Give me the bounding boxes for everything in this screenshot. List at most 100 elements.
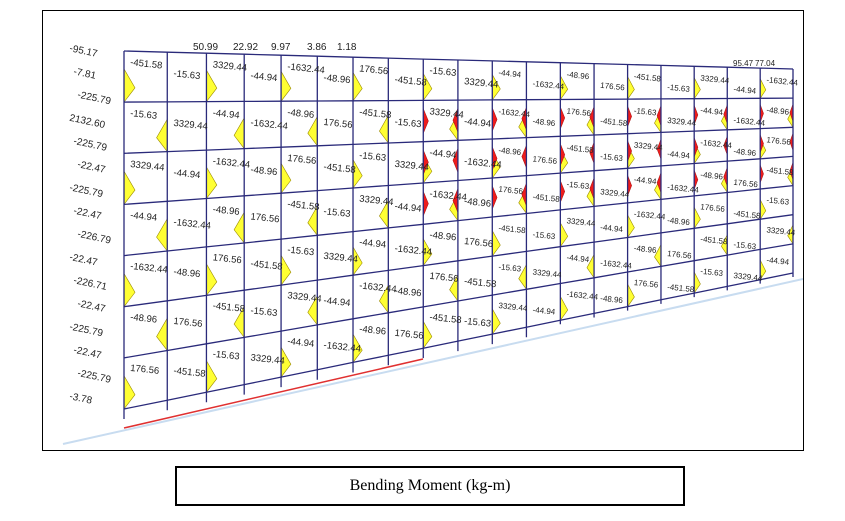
left-column-moment-label: -95.17 — [68, 43, 98, 60]
positive-moment-diagram — [759, 199, 767, 221]
left-column-moment-label: -22.47 — [76, 298, 106, 315]
beam-moment-label: 3329.44 — [566, 216, 596, 228]
beam-moment-label: 3329.44 — [323, 251, 358, 266]
positive-moment-diagram — [156, 317, 168, 352]
beam-moment-label: 3329.44 — [498, 301, 528, 313]
beam-moment-label: -48.96 — [532, 117, 556, 128]
beam-moment-label: -44.94 — [323, 295, 351, 309]
beam-moment-label: 176.56 — [700, 202, 726, 214]
positive-moment-diagram — [422, 320, 433, 350]
beam-moment-label: -15.63 — [394, 117, 422, 131]
beam-moment-label: -451.58 — [700, 235, 728, 247]
beam-moment-label: 176.56 — [667, 249, 693, 261]
beam-moment-label: -451.58 — [464, 276, 497, 290]
beam-moment-label: -451.58 — [566, 143, 594, 155]
beam-moment-label: -48.96 — [394, 286, 422, 300]
left-column-moment-label: -22.47 — [76, 159, 106, 176]
left-column-moment-label: -225.79 — [76, 368, 112, 386]
beam-moment-label: 176.56 — [766, 135, 792, 147]
beam-moment-label: -15.63 — [566, 180, 590, 191]
beam-moment-label: -44.94 — [287, 336, 315, 350]
positive-moment-diagram — [233, 116, 245, 150]
beam-moment-label: -1632.44 — [323, 340, 361, 355]
caption-box: Bending Moment (kg-m) — [175, 466, 685, 506]
beam-moment-label: 176.56 — [464, 236, 494, 250]
top-moment-label: 3.86 — [307, 42, 327, 53]
beam-moment-label: 3329.44 — [700, 74, 730, 86]
positive-moment-diagram — [560, 296, 569, 322]
beam-moment-label: -48.96 — [323, 72, 351, 86]
beam-line — [123, 272, 794, 410]
beam-moment-label: -1632.44 — [667, 183, 700, 195]
beam-moment-label: -44.94 — [359, 237, 387, 251]
positive-moment-diagram — [627, 284, 635, 308]
beam-moment-label: -1632.44 — [566, 290, 599, 302]
beam-moment-label: -48.96 — [173, 266, 201, 280]
bending-moment-figure: 50.99 22.92 9.97 3.86 1.18 95.47 77.04 -95.17 -7… — [42, 10, 804, 451]
beam-moment-label: -1632.44 — [464, 156, 502, 171]
positive-moment-diagram — [206, 359, 218, 394]
beam-moment-label: -44.94 — [250, 70, 278, 84]
beam-moment-label: 176.56 — [359, 63, 389, 77]
beam-moment-label: -15.63 — [733, 240, 757, 251]
beam-moment-label: -1632.44 — [212, 156, 250, 171]
beam-moment-label: 176.56 — [429, 271, 459, 285]
beam-moment-label: 176.56 — [733, 178, 759, 190]
beam-moment-label: -44.94 — [429, 147, 457, 161]
beam-moment-label: -1632.44 — [287, 61, 325, 76]
left-column-moment-label: -225.79 — [72, 136, 108, 154]
beam-moment-label: -451.58 — [394, 74, 427, 88]
beam-moment-label: -44.94 — [173, 167, 201, 181]
beam-moment-label: -1632.44 — [532, 79, 565, 91]
positive-moment-diagram — [156, 118, 168, 153]
beam-moment-label: -15.63 — [173, 68, 201, 82]
positive-moment-diagram — [123, 374, 136, 410]
positive-moment-diagram — [491, 307, 501, 336]
beam-moment-label: -48.96 — [464, 196, 492, 210]
positive-moment-diagram — [123, 170, 136, 206]
negative-moment-diagram — [423, 191, 429, 217]
beam-moment-label: -15.63 — [287, 245, 315, 259]
positive-moment-diagram — [280, 162, 292, 195]
positive-moment-diagram — [352, 71, 363, 102]
beam-moment-label: -1632.44 — [250, 117, 288, 132]
beam-moment-label: -1632.44 — [429, 189, 467, 204]
positive-moment-diagram — [123, 272, 136, 308]
beam-line — [123, 184, 794, 257]
negative-moment-diagram — [423, 108, 429, 134]
positive-moment-diagram — [123, 67, 136, 104]
beam-moment-label: 3329.44 — [359, 194, 394, 209]
beam-moment-label: -1632.44 — [700, 138, 733, 150]
positive-moment-diagram — [206, 262, 218, 297]
beam-moment-label: -451.58 — [667, 282, 695, 294]
beam-moment-label: 3329.44 — [633, 141, 663, 153]
beam-moment-label: -1632.44 — [394, 243, 432, 258]
frame-model-diagram: 50.99 22.92 9.97 3.86 1.18 95.47 77.04 -95.17 -7… — [62, 42, 803, 445]
beam-moment-label: -451.58 — [429, 312, 462, 326]
support-line — [123, 358, 424, 429]
top-moment-label: 9.97 — [271, 42, 291, 53]
beam-moment-label: -44.94 — [667, 149, 691, 160]
negative-moment-diagram — [560, 106, 566, 130]
beam-line — [123, 214, 794, 308]
beam-moment-label: 3329.44 — [600, 187, 630, 199]
beam-line — [123, 50, 794, 70]
beam-moment-label: 3329.44 — [173, 118, 208, 133]
negative-moment-diagram — [492, 185, 498, 210]
beam-moment-label: -44.94 — [600, 223, 624, 234]
beam-moment-label: -44.94 — [394, 201, 422, 215]
beam-moment-label: 176.56 — [323, 117, 353, 131]
beam-moment-label: 176.56 — [287, 153, 317, 167]
beam-moment-label: -15.63 — [359, 150, 387, 164]
beam-moment-label: -1632.44 — [733, 116, 766, 128]
beam-moment-label: -48.96 — [600, 294, 624, 305]
beam-moment-label: 176.56 — [250, 211, 280, 225]
beam-moment-label: -44.94 — [212, 108, 240, 122]
beam-moment-label: -1632.44 — [633, 209, 666, 221]
left-column-moment-label: -225.79 — [68, 182, 104, 200]
positive-moment-diagram — [627, 214, 635, 239]
positive-moment-diagram — [307, 115, 318, 147]
figure-caption: Bending Moment (kg-m) — [349, 477, 511, 494]
beam-moment-label: 176.56 — [600, 81, 626, 93]
beam-moment-label: -451.58 — [250, 258, 283, 272]
